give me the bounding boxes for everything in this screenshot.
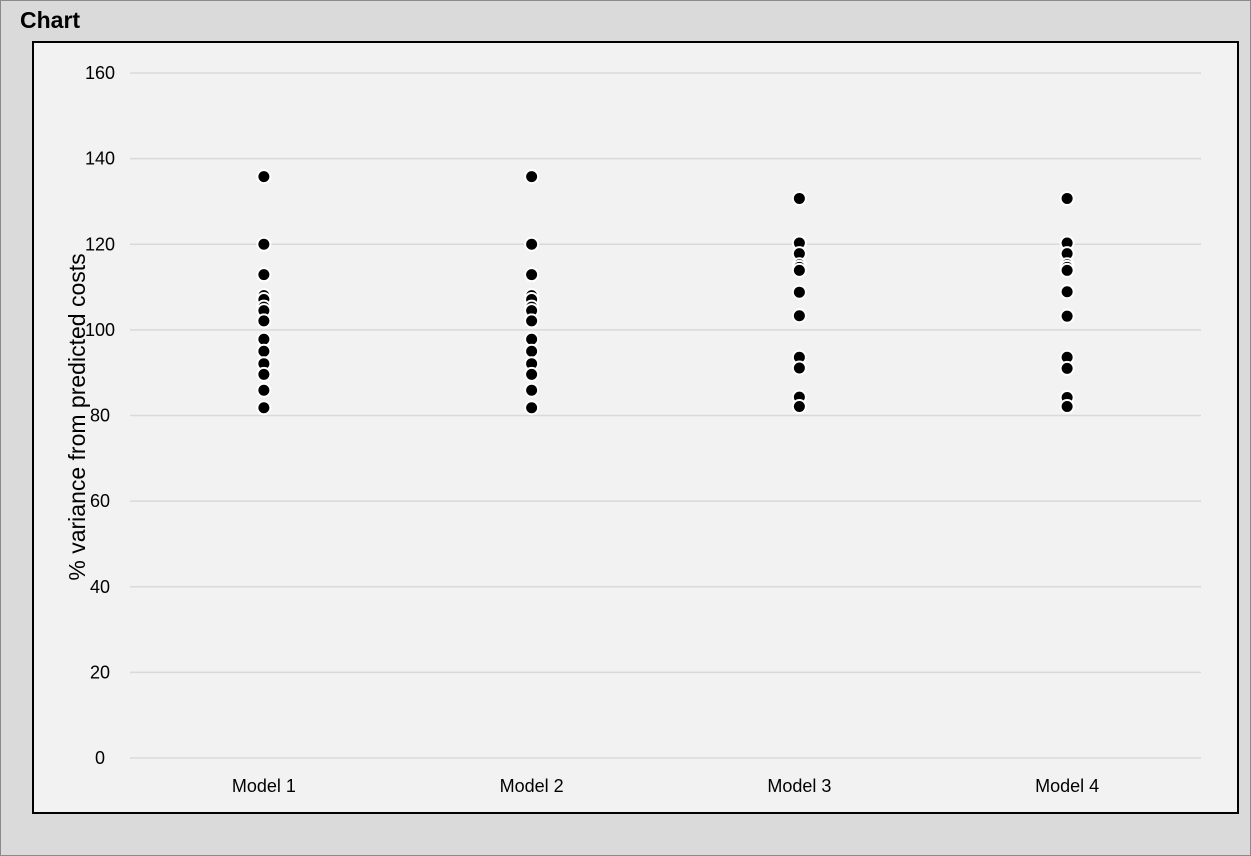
data-point xyxy=(791,284,807,300)
y-tick-label: 160 xyxy=(85,63,115,83)
data-point xyxy=(1059,308,1075,324)
x-tick-label: Model 3 xyxy=(767,776,831,796)
data-point xyxy=(524,236,540,252)
data-point xyxy=(256,343,272,359)
data-point xyxy=(524,343,540,359)
data-points xyxy=(256,169,1075,416)
data-point xyxy=(256,236,272,252)
y-tick-label: 100 xyxy=(85,320,115,340)
data-point xyxy=(524,366,540,382)
y-tick-labels: 0 20 40 60 80 100 120 140 160 xyxy=(85,63,115,768)
data-point xyxy=(256,313,272,329)
y-tick-label: 0 xyxy=(95,748,105,768)
data-point xyxy=(256,267,272,283)
y-tick-label: 140 xyxy=(85,149,115,169)
window-title: Chart xyxy=(20,7,81,33)
data-point xyxy=(524,400,540,416)
data-point xyxy=(524,267,540,283)
data-point xyxy=(1059,399,1075,415)
x-tick-label: Model 2 xyxy=(500,776,564,796)
data-point xyxy=(791,399,807,415)
x-tick-label: Model 1 xyxy=(232,776,296,796)
y-tick-label: 120 xyxy=(85,234,115,254)
data-point xyxy=(791,190,807,206)
chart-panel: 0 20 40 60 80 100 120 140 160 Model 1 Model 2 Mode… xyxy=(32,41,1239,814)
data-point xyxy=(256,382,272,398)
data-point xyxy=(256,400,272,416)
x-tick-label: Model 4 xyxy=(1035,776,1099,796)
data-point xyxy=(1059,284,1075,300)
data-point xyxy=(1059,262,1075,278)
y-tick-label: 60 xyxy=(90,491,110,511)
data-point xyxy=(1059,360,1075,376)
data-point xyxy=(791,360,807,376)
y-tick-label: 80 xyxy=(90,406,110,426)
data-point xyxy=(524,169,540,185)
data-point xyxy=(524,382,540,398)
data-point xyxy=(791,308,807,324)
x-tick-labels: Model 1 Model 2 Model 3 Model 4 xyxy=(232,776,1099,796)
y-axis-label: % variance from predicted costs xyxy=(64,253,90,580)
data-point xyxy=(256,169,272,185)
data-point xyxy=(256,366,272,382)
y-tick-label: 20 xyxy=(90,662,110,682)
y-tick-label: 40 xyxy=(90,577,110,597)
data-point xyxy=(1059,190,1075,206)
data-point xyxy=(524,313,540,329)
gridlines xyxy=(130,72,1201,759)
data-point xyxy=(791,262,807,278)
